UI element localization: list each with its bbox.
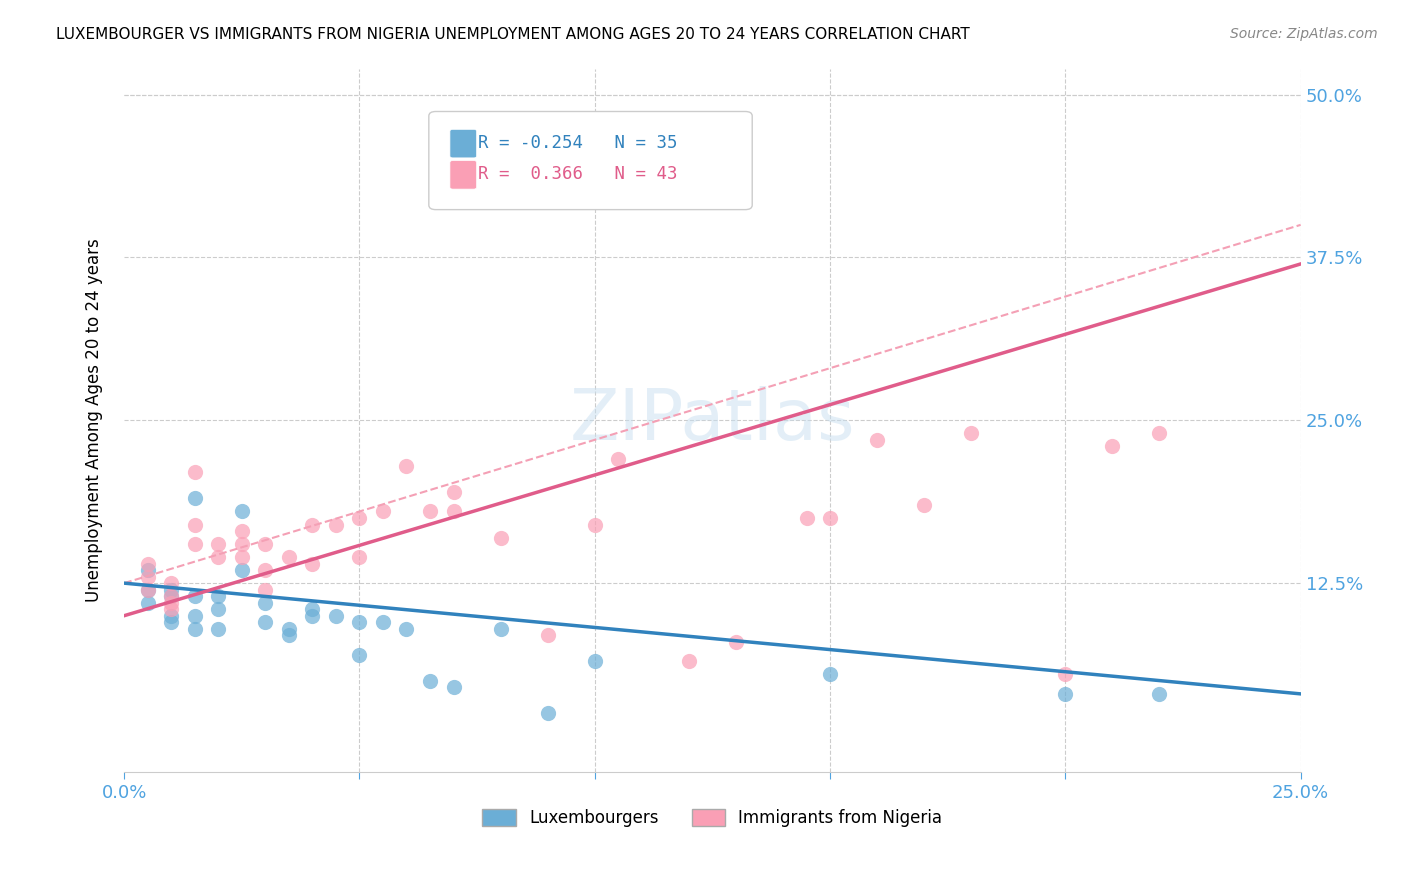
Point [1149, 426, 1171, 441]
Point [349, 648, 371, 662]
Point [160, 589, 183, 603]
Point [583, 654, 606, 668]
Point [207, 550, 229, 565]
Point [183, 537, 205, 551]
Text: ZIPatlas: ZIPatlas [569, 385, 855, 455]
Point [349, 511, 371, 525]
Point [818, 667, 841, 681]
Point [325, 517, 347, 532]
Text: R = -0.254   N = 35: R = -0.254 N = 35 [478, 134, 678, 152]
Point [678, 654, 700, 668]
Text: LUXEMBOURGER VS IMMIGRANTS FROM NIGERIA UNEMPLOYMENT AMONG AGES 20 TO 24 YEARS C: LUXEMBOURGER VS IMMIGRANTS FROM NIGERIA … [56, 27, 970, 42]
Point [231, 537, 253, 551]
Point [912, 498, 935, 512]
Point [207, 537, 229, 551]
Point [254, 615, 277, 630]
Point [960, 426, 983, 441]
Point [160, 582, 183, 597]
Point [724, 634, 747, 648]
Point [231, 504, 253, 518]
Point [537, 706, 560, 721]
Point [583, 517, 606, 532]
Point [136, 582, 159, 597]
Point [160, 602, 183, 616]
Point [1101, 439, 1123, 453]
Point [443, 504, 465, 518]
Point [183, 608, 205, 623]
Point [136, 596, 159, 610]
Point [207, 589, 229, 603]
Point [231, 550, 253, 565]
Point [796, 511, 818, 525]
Point [349, 615, 371, 630]
Point [277, 622, 299, 636]
Point [1054, 687, 1077, 701]
Point [325, 608, 347, 623]
Point [371, 615, 394, 630]
Point [301, 608, 323, 623]
Point [183, 491, 205, 506]
Point [395, 622, 418, 636]
Point [136, 582, 159, 597]
Point [443, 485, 465, 500]
Point [419, 673, 441, 688]
Point [301, 557, 323, 571]
Point [207, 622, 229, 636]
Point [136, 569, 159, 583]
Point [231, 524, 253, 538]
Point [1149, 687, 1171, 701]
Point [207, 602, 229, 616]
Point [349, 550, 371, 565]
Point [419, 504, 441, 518]
Point [395, 458, 418, 473]
Point [183, 517, 205, 532]
Point [183, 622, 205, 636]
Point [160, 576, 183, 591]
Point [371, 504, 394, 518]
Point [254, 537, 277, 551]
Point [160, 608, 183, 623]
Point [160, 615, 183, 630]
Point [254, 582, 277, 597]
Point [183, 589, 205, 603]
Point [160, 589, 183, 603]
Point [443, 681, 465, 695]
Point [277, 628, 299, 642]
Point [160, 596, 183, 610]
Legend: Luxembourgers, Immigrants from Nigeria: Luxembourgers, Immigrants from Nigeria [475, 803, 949, 834]
Point [1054, 667, 1077, 681]
Point [136, 557, 159, 571]
Point [607, 452, 630, 467]
Point [489, 622, 512, 636]
Point [537, 628, 560, 642]
Point [136, 563, 159, 577]
Point [489, 531, 512, 545]
Point [254, 563, 277, 577]
Point [866, 433, 889, 447]
Point [818, 511, 841, 525]
Text: R =  0.366   N = 43: R = 0.366 N = 43 [478, 165, 678, 183]
Point [231, 563, 253, 577]
Y-axis label: Unemployment Among Ages 20 to 24 years: Unemployment Among Ages 20 to 24 years [86, 238, 103, 602]
Text: Source: ZipAtlas.com: Source: ZipAtlas.com [1230, 27, 1378, 41]
Point [301, 602, 323, 616]
Point [183, 466, 205, 480]
Point [301, 517, 323, 532]
Point [277, 550, 299, 565]
Point [254, 596, 277, 610]
